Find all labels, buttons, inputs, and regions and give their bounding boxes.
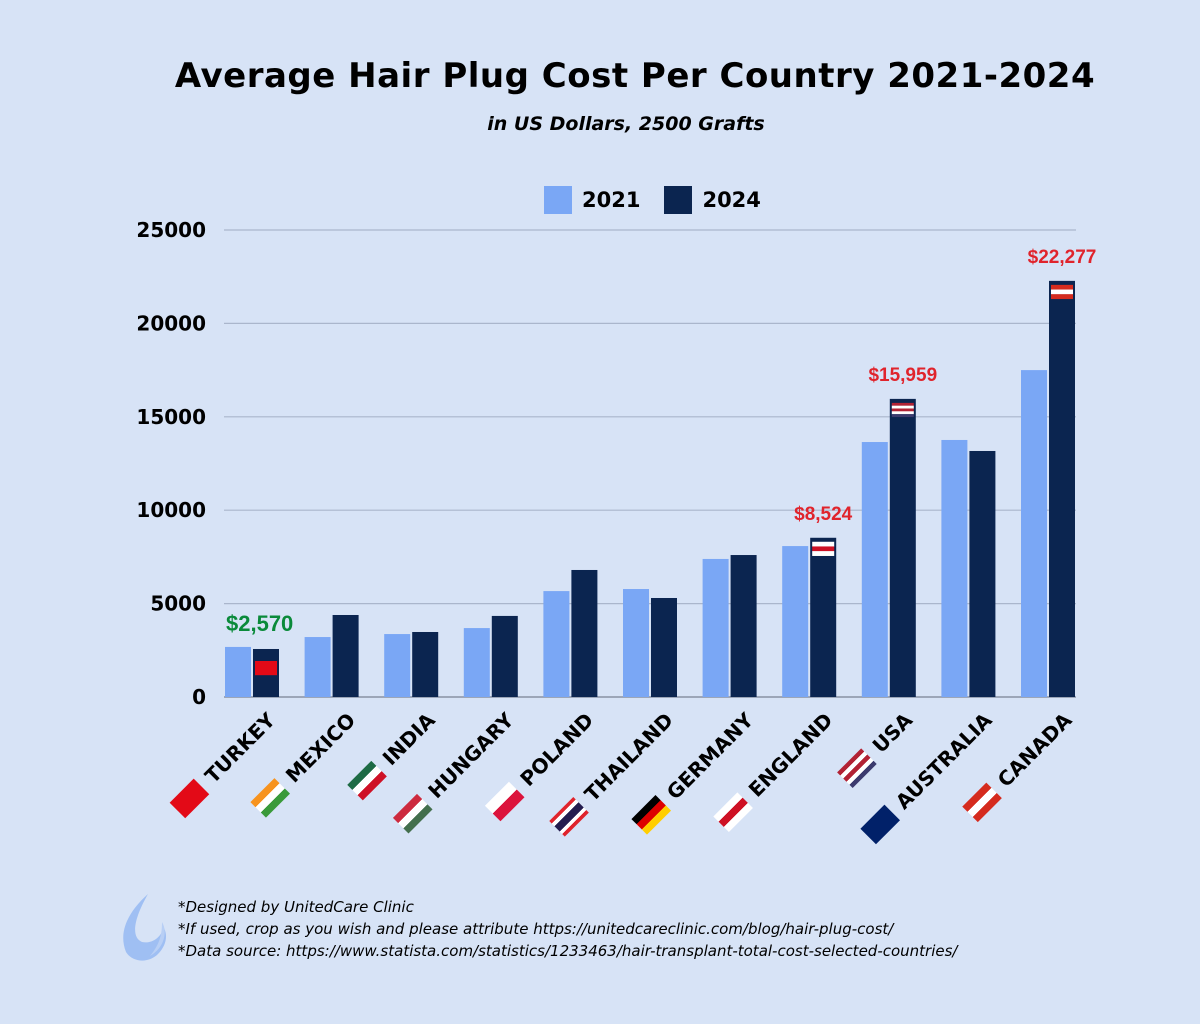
bar-flag-icon — [812, 541, 835, 547]
legend-swatch — [544, 186, 572, 214]
bar-poland-2021 — [543, 591, 570, 697]
bar-usa-2024 — [889, 398, 916, 697]
bar-flag-icon — [812, 551, 835, 556]
y-tick-label: 5000 — [150, 592, 206, 616]
footer-line: *Data source: https://www.statista.com/s… — [178, 942, 958, 960]
bar-india-2021 — [384, 634, 411, 697]
footer-notes: *Designed by UnitedCare Clinic *If used,… — [178, 896, 957, 962]
bar-hungary-2021 — [463, 628, 490, 697]
legend-item-2024: 2024 — [664, 186, 761, 214]
bar-flag-icon — [1051, 294, 1073, 300]
bar-flag-icon — [891, 402, 914, 406]
bar-flag-icon — [1051, 289, 1073, 295]
chart-subtitle: in US Dollars, 2500 Grafts — [487, 113, 765, 135]
legend-label: 2024 — [702, 188, 761, 212]
bar-flag-icon — [891, 411, 914, 415]
footer-line: *Designed by UnitedCare Clinic — [178, 898, 414, 916]
bar-thailand-2024 — [651, 597, 677, 697]
bar-england-2024 — [810, 537, 837, 697]
bar-flag-icon — [255, 660, 277, 676]
bar-england-2021 — [782, 546, 809, 697]
bar-germany-2024 — [730, 555, 757, 697]
data-label: $2,570 — [226, 611, 293, 636]
bar-usa-2021 — [861, 442, 888, 697]
bar-thailand-2021 — [623, 589, 649, 697]
bar-flag-icon — [891, 408, 914, 412]
data-label: $22,277 — [1028, 247, 1097, 268]
bar-mexico-2024 — [332, 614, 359, 697]
y-tick-label: 0 — [192, 685, 206, 709]
y-tick-label: 10000 — [136, 498, 206, 522]
bar-canada-2021 — [1021, 370, 1047, 697]
bar-india-2024 — [412, 631, 439, 697]
bar-germany-2021 — [702, 558, 729, 697]
bar-australia-2024 — [969, 450, 996, 697]
bar-australia-2021 — [941, 439, 968, 697]
y-tick-label: 25000 — [136, 218, 206, 242]
y-tick-label: 20000 — [136, 311, 206, 335]
chart-title: Average Hair Plug Cost Per Country 2021-… — [174, 56, 1096, 96]
bar-flag-icon — [891, 414, 914, 418]
bar-hungary-2024 — [491, 615, 518, 697]
footer-line: *If used, crop as you wish and please at… — [178, 920, 894, 938]
bar-poland-2024 — [571, 569, 598, 697]
bar-turkey-2021 — [225, 646, 251, 697]
y-tick-label: 15000 — [136, 405, 206, 429]
bar-canada-2024 — [1049, 280, 1075, 697]
data-label: $15,959 — [868, 365, 937, 386]
legend-item-2021: 2021 — [544, 186, 640, 214]
data-label: $8,524 — [794, 504, 853, 525]
legend-label: 2021 — [582, 188, 641, 212]
bar-flag-icon — [1051, 284, 1073, 290]
bar-flag-icon — [891, 405, 914, 409]
bar-flag-icon — [812, 546, 835, 552]
legend: 2021 2024 — [544, 186, 785, 214]
unitedcare-logo-icon — [123, 894, 166, 961]
bar-mexico-2021 — [304, 637, 331, 697]
legend-swatch — [664, 186, 693, 214]
